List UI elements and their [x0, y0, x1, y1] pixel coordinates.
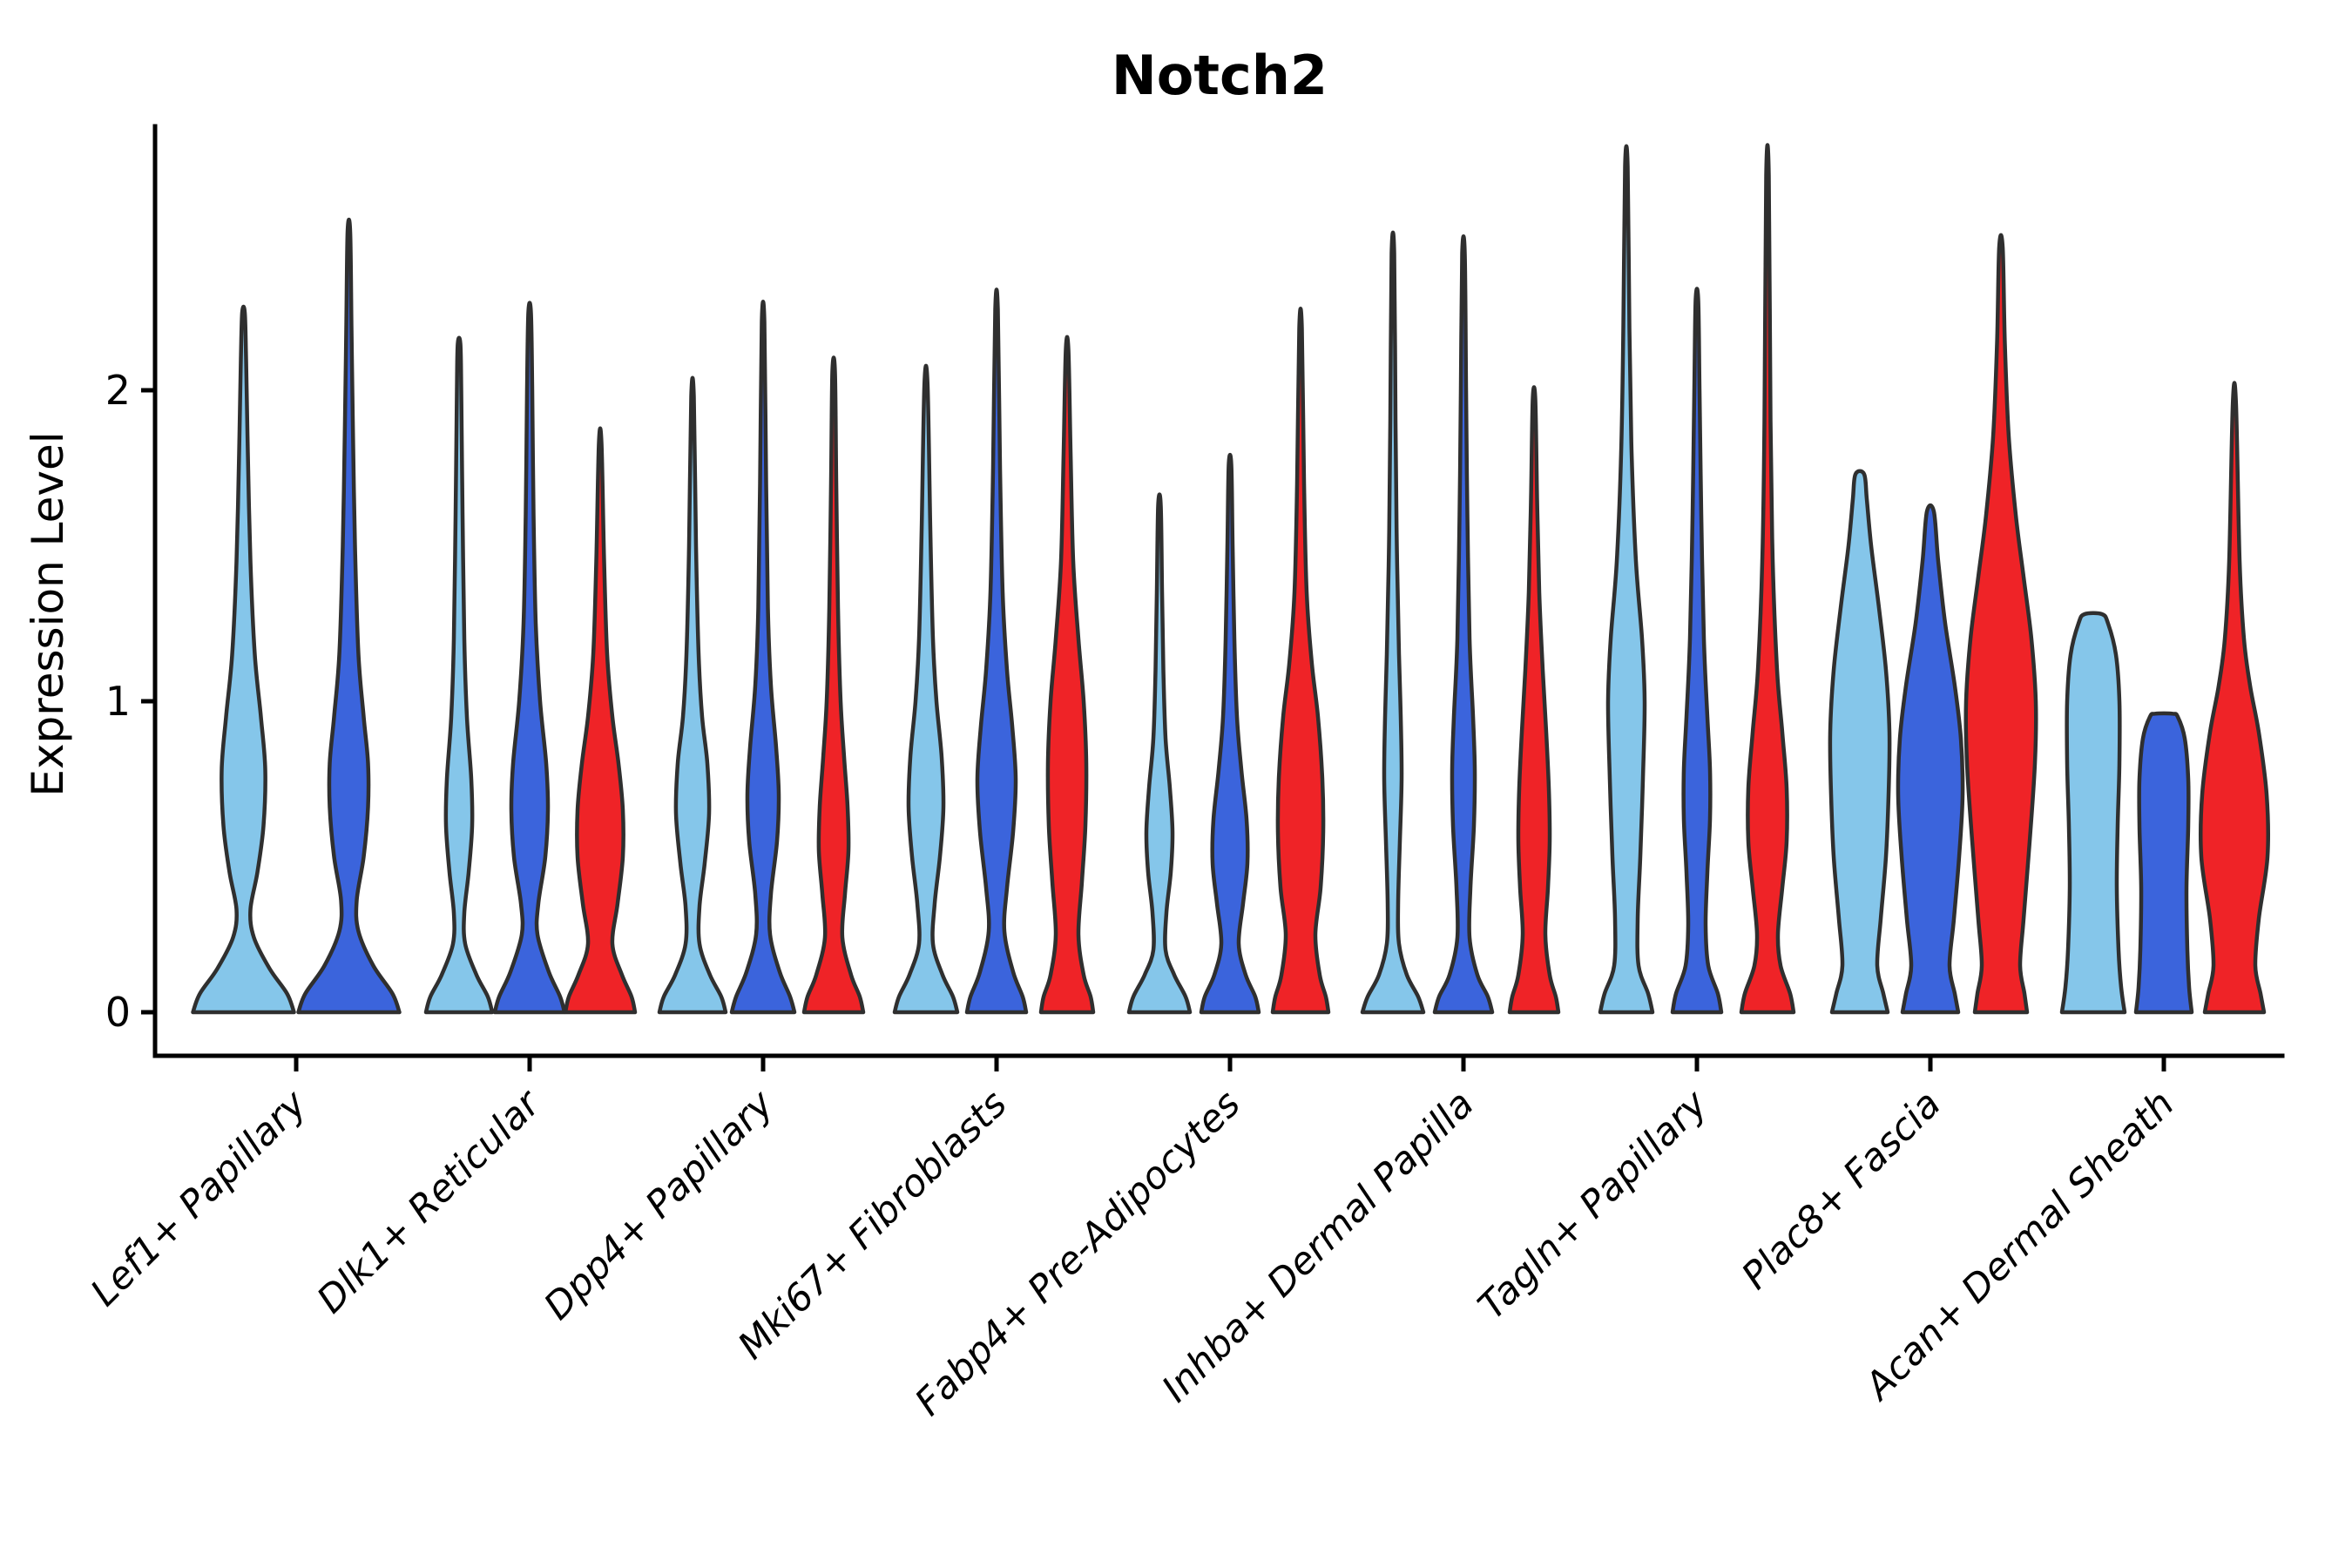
- violin-1-split-1: [191, 304, 296, 1015]
- violins-layer: [191, 143, 2271, 1015]
- violin-9-split-2: [2133, 711, 2194, 1015]
- violin-5-split-1: [1126, 492, 1193, 1015]
- violin-8-split-1: [1828, 469, 1892, 1015]
- violin-5-split-2: [1199, 452, 1261, 1015]
- violin-4-split-2: [964, 287, 1029, 1015]
- violin-7-split-3: [1739, 143, 1796, 1015]
- y-tick-label: 1: [105, 678, 131, 725]
- violin-3-split-2: [729, 300, 797, 1015]
- violin-9-split-3: [2198, 381, 2271, 1015]
- y-axis-label: Expression Level: [23, 431, 73, 796]
- violin-5-split-3: [1270, 307, 1331, 1015]
- violin-7-split-1: [1598, 144, 1655, 1015]
- y-tick-label: 0: [105, 989, 131, 1036]
- violin-4-split-3: [1038, 335, 1096, 1015]
- violin-8-split-2: [1896, 503, 1965, 1015]
- violin-3-split-3: [801, 355, 866, 1015]
- violin-1-split-2: [296, 217, 402, 1015]
- violin-6-split-2: [1432, 234, 1495, 1015]
- y-axis-ticks: 0 1 2: [105, 367, 155, 1036]
- violin-7-split-2: [1670, 287, 1724, 1015]
- violin-2-split-2: [492, 301, 567, 1015]
- y-tick-label: 2: [105, 367, 131, 414]
- violin-4-split-1: [892, 363, 960, 1015]
- violin-2-split-3: [563, 426, 638, 1015]
- violin-3-split-1: [657, 375, 728, 1015]
- violin-6-split-3: [1507, 385, 1561, 1015]
- violin-9-split-1: [2059, 611, 2127, 1015]
- violin-2-split-1: [423, 335, 495, 1015]
- chart-title: Notch2: [1112, 44, 1328, 107]
- violin-6-split-1: [1360, 230, 1426, 1015]
- violin-8-split-3: [1963, 233, 2038, 1015]
